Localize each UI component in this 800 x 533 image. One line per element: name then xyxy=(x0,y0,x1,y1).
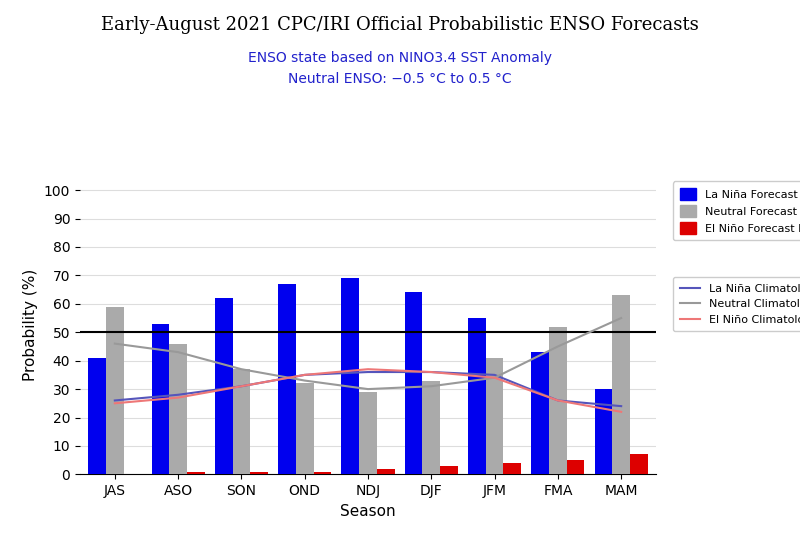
Bar xyxy=(342,278,359,474)
Legend: La Niña Climatology, Neutral Climatology, El Niño Climatology: La Niña Climatology, Neutral Climatology… xyxy=(673,277,800,332)
Bar xyxy=(377,469,394,474)
Bar xyxy=(106,306,124,474)
X-axis label: Season: Season xyxy=(340,504,396,519)
Bar xyxy=(88,358,106,474)
Bar xyxy=(405,293,422,474)
Bar xyxy=(233,369,250,474)
Bar xyxy=(503,463,521,474)
Bar xyxy=(359,392,377,474)
Text: Early-August 2021 CPC/IRI Official Probabilistic ENSO Forecasts: Early-August 2021 CPC/IRI Official Proba… xyxy=(101,16,699,34)
Bar xyxy=(566,460,585,474)
Bar xyxy=(215,298,233,474)
Bar xyxy=(170,344,187,474)
Bar xyxy=(549,327,566,474)
Bar xyxy=(151,324,170,474)
Bar xyxy=(422,381,440,474)
Bar xyxy=(612,295,630,474)
Text: Neutral ENSO: −0.5 °C to 0.5 °C: Neutral ENSO: −0.5 °C to 0.5 °C xyxy=(288,72,512,86)
Bar xyxy=(187,472,205,474)
Bar xyxy=(468,318,486,474)
Bar xyxy=(486,358,503,474)
Bar xyxy=(250,472,268,474)
Y-axis label: Probability (%): Probability (%) xyxy=(23,269,38,381)
Bar xyxy=(594,389,612,474)
Bar xyxy=(440,466,458,474)
Bar xyxy=(296,383,314,474)
Text: ENSO state based on NINO3.4 SST Anomaly: ENSO state based on NINO3.4 SST Anomaly xyxy=(248,51,552,64)
Bar xyxy=(531,352,549,474)
Bar xyxy=(630,455,648,474)
Bar xyxy=(314,472,331,474)
Bar xyxy=(278,284,296,474)
